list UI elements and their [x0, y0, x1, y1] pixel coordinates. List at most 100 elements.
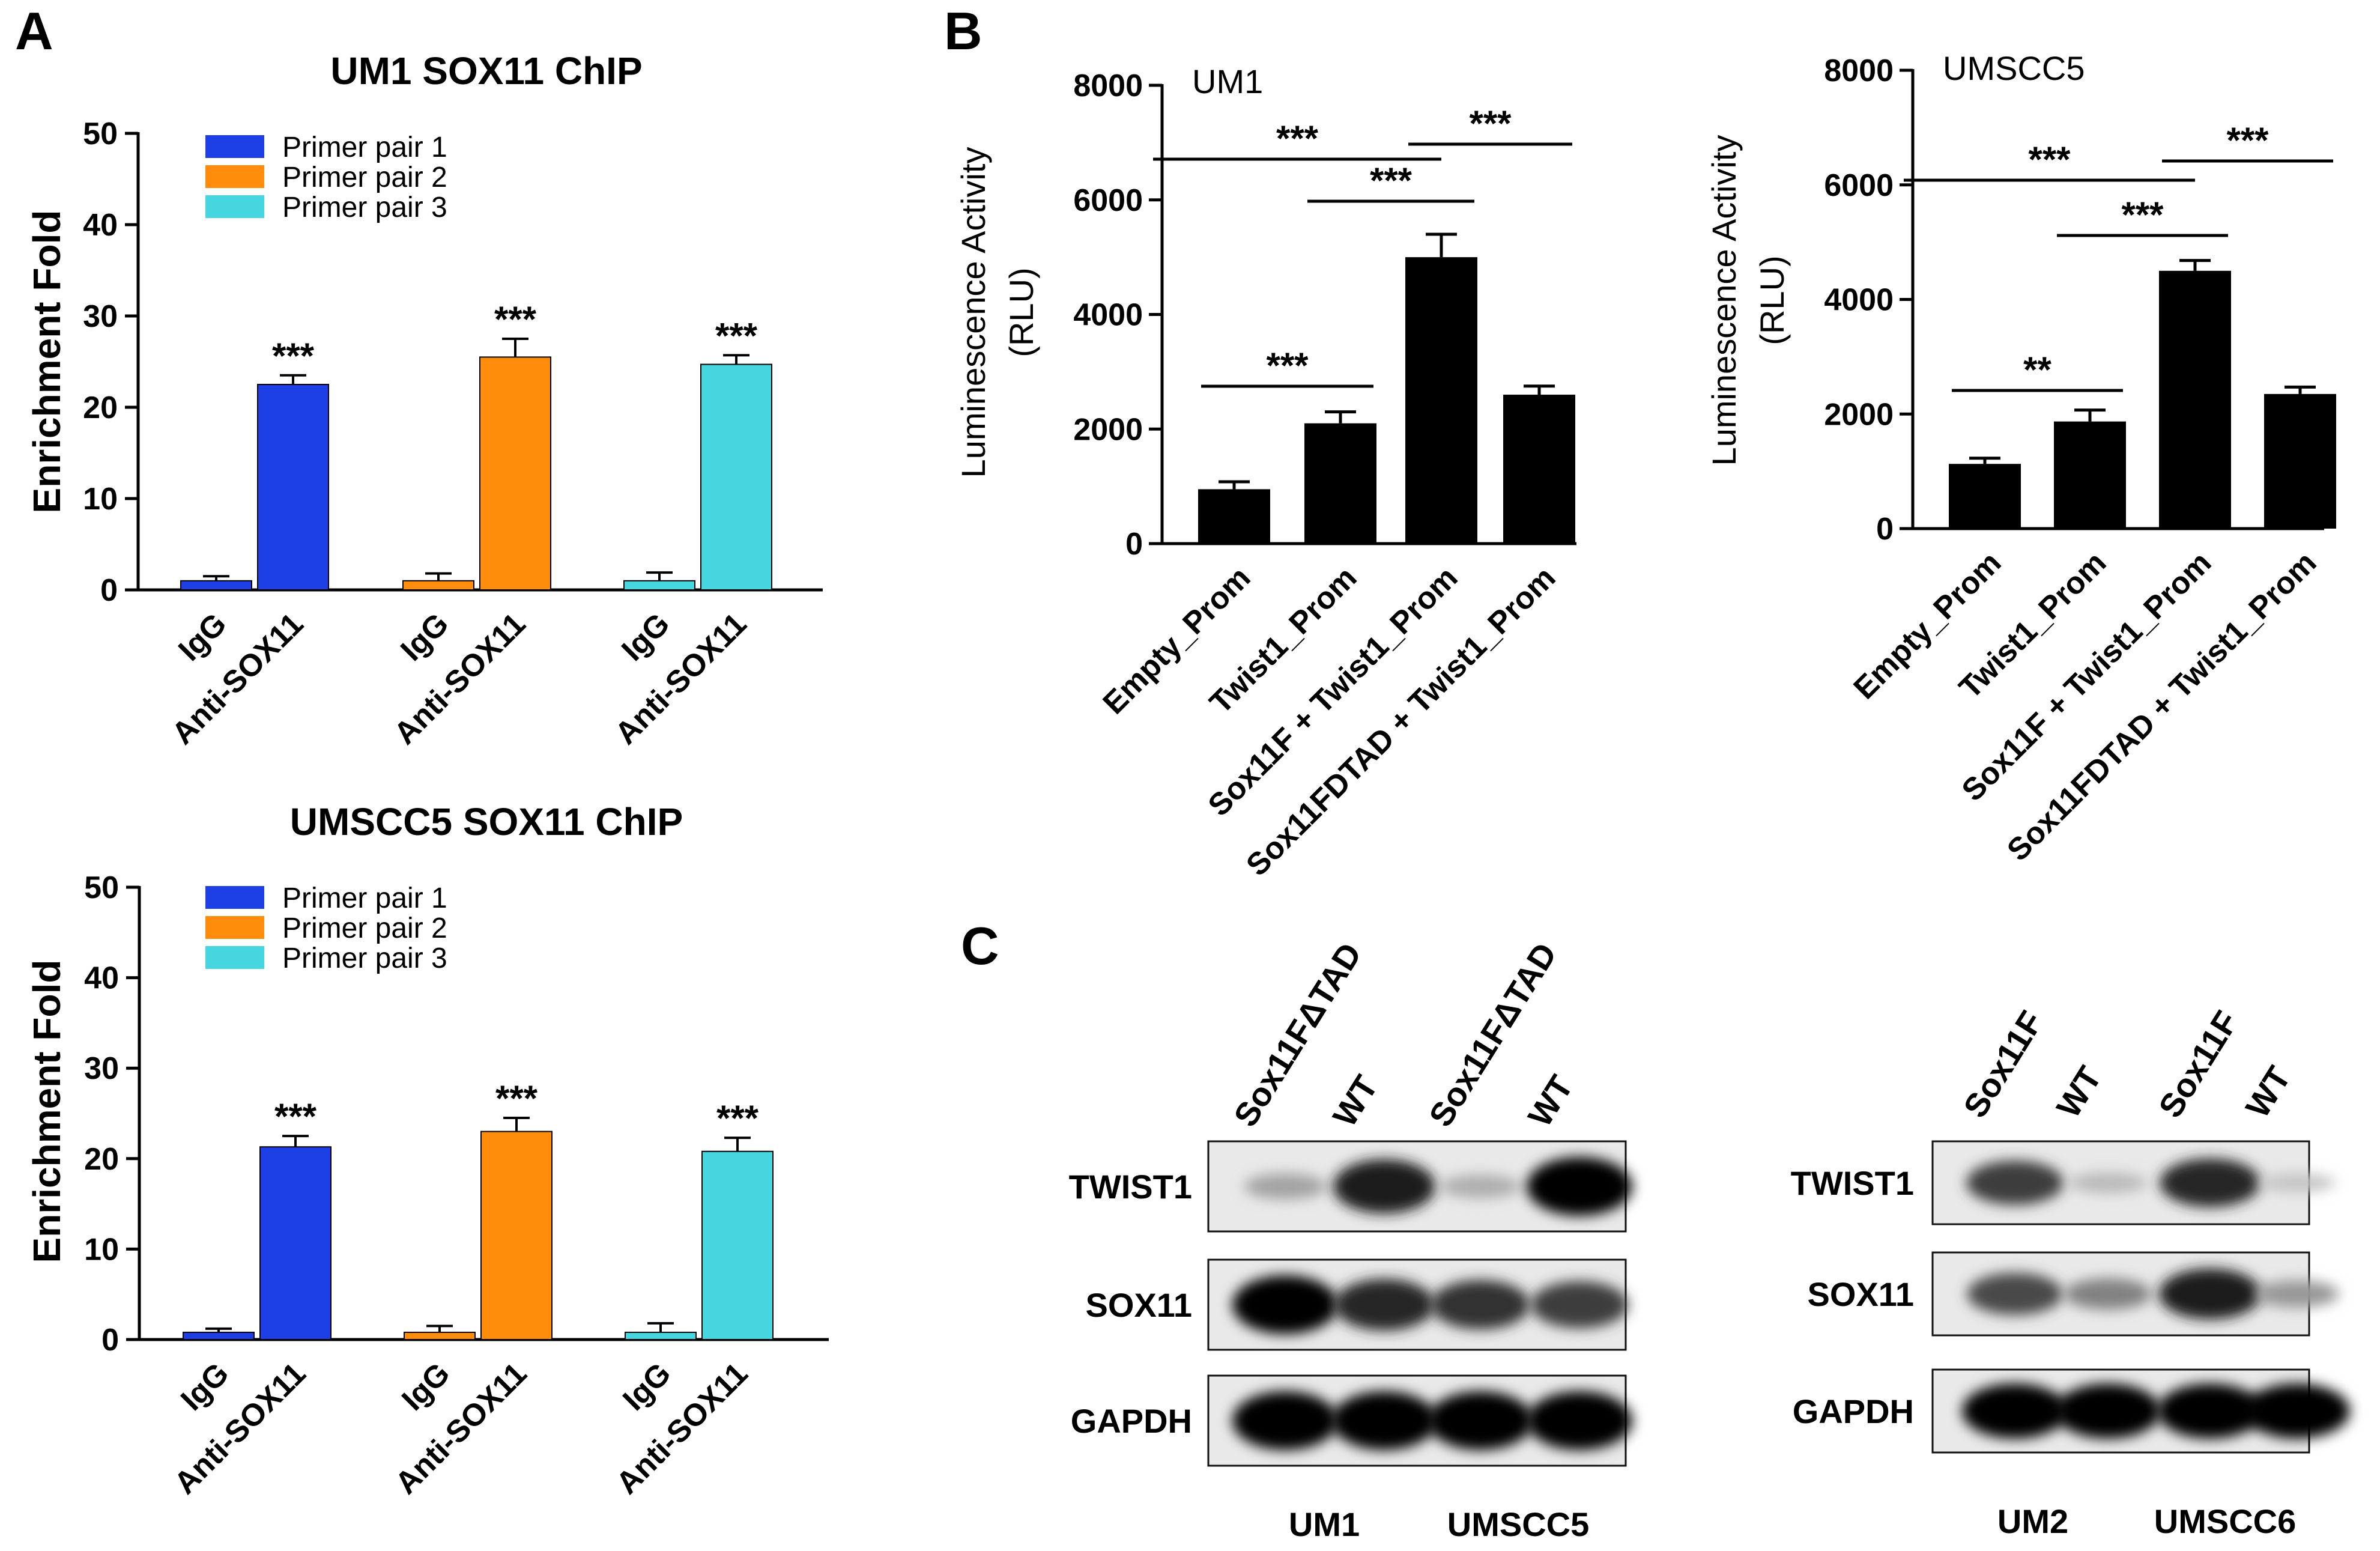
- chart-title: UM1 SOX11 ChIP: [330, 49, 642, 93]
- lane-label: Sox11F: [2151, 1004, 2245, 1125]
- y-tick-label: 20: [83, 390, 118, 425]
- y-axis-label-unit: (RLU): [1002, 267, 1040, 357]
- bar: [257, 384, 329, 590]
- blot-band: [1966, 1161, 2064, 1205]
- cell-line-label: UMSCC6: [2154, 1502, 2296, 1540]
- chip-chart-um1: UM1 SOX11 ChIP Enrichment Fold 0 10 20 30 40…: [25, 49, 823, 751]
- bar: [1405, 257, 1477, 544]
- blot-row-label: SOX11: [1086, 1286, 1192, 1324]
- y-tick-label: 8000: [1073, 68, 1143, 103]
- bar: [1304, 423, 1376, 544]
- bar: [2054, 421, 2126, 529]
- significance-label: ***: [1266, 345, 1309, 386]
- blot-band: [2244, 1383, 2350, 1439]
- blot-band: [1244, 1173, 1327, 1200]
- bar: [1503, 395, 1575, 544]
- y-tick-label: 40: [83, 208, 118, 243]
- bar: [2264, 393, 2336, 529]
- blot-band: [2258, 1173, 2336, 1192]
- blot-band: [1531, 1281, 1628, 1329]
- bar: [259, 1146, 332, 1341]
- legend-label: Primer pair 1: [282, 882, 447, 914]
- panel-letter-c: C: [961, 916, 999, 976]
- cell-line-label: UM2: [1997, 1502, 2068, 1540]
- lane-label: WT: [1521, 1069, 1581, 1133]
- legend-swatch: [205, 135, 264, 158]
- bar: [1198, 489, 1270, 544]
- blot-band: [1331, 1391, 1437, 1450]
- blot-band: [1962, 1383, 2068, 1439]
- luminescence-chart-um1: UM1 Luminescence Activity (RLU) 0 2000 400…: [954, 62, 1576, 883]
- blot-band: [1527, 1157, 1632, 1216]
- x-tick-label: IgG: [615, 606, 676, 667]
- lane-label: Sox11F: [1956, 1004, 2050, 1125]
- legend-swatch: [205, 195, 264, 218]
- lane-label: WT: [1325, 1069, 1385, 1133]
- blot-band: [2157, 1383, 2263, 1439]
- legend-label: Primer pair 3: [282, 192, 447, 223]
- significance-label: ***: [1469, 103, 1512, 144]
- y-tick-label: 6000: [1073, 183, 1143, 218]
- bar: [700, 363, 772, 590]
- significance-label: ***: [495, 1078, 538, 1118]
- legend-swatch: [205, 916, 264, 939]
- significance-label: ***: [1370, 160, 1413, 201]
- legend-label: Primer pair 2: [282, 162, 447, 193]
- bar: [183, 1331, 255, 1340]
- bar: [180, 580, 252, 590]
- significance-label: **: [2023, 350, 2051, 390]
- cell-line-label: UMSCC5: [1447, 1505, 1589, 1543]
- y-tick-label: 30: [83, 299, 118, 334]
- legend-swatch: [205, 946, 264, 969]
- bar: [623, 580, 695, 590]
- panel-letter-b: B: [944, 1, 983, 61]
- significance-label: ***: [272, 336, 315, 376]
- x-tick-label: IgG: [174, 1356, 235, 1417]
- blot-band: [2255, 1280, 2339, 1308]
- y-tick-label: 2000: [1824, 397, 1894, 432]
- significance-label: ***: [2028, 139, 2071, 180]
- blot-band: [1334, 1278, 1435, 1331]
- bar: [625, 1331, 697, 1340]
- blot-band: [1967, 1272, 2063, 1316]
- bar: [2159, 270, 2231, 529]
- panel-letter-a: A: [15, 1, 53, 61]
- blot-band: [1440, 1174, 1521, 1198]
- significance-label: ***: [2226, 120, 2269, 160]
- y-tick-label: 20: [84, 1142, 119, 1177]
- cell-line-label: UM1: [1289, 1505, 1360, 1543]
- blot-row-label: TWIST1: [1069, 1168, 1192, 1206]
- y-tick-label: 50: [83, 117, 118, 151]
- chip-chart-umscc5: UMSCC5 SOX11 ChIP Enrichment Fold 0 10 20 3…: [25, 800, 829, 1501]
- blot-band: [1527, 1391, 1632, 1450]
- y-axis-label-unit: (RLU): [1753, 255, 1791, 345]
- y-tick-label: 40: [84, 961, 119, 996]
- y-axis-label: Enrichment Fold: [25, 960, 68, 1263]
- blot-band: [2064, 1278, 2152, 1310]
- bar: [480, 1131, 553, 1340]
- y-tick-label: 6000: [1824, 168, 1894, 203]
- blot-row-label: GAPDH: [1793, 1392, 1914, 1430]
- blot-band: [1431, 1279, 1530, 1330]
- chart-title: UMSCC5 SOX11 ChIP: [290, 800, 683, 843]
- bar: [1949, 464, 2021, 529]
- significance-label: ***: [716, 1098, 759, 1138]
- y-tick-label: 10: [83, 482, 118, 517]
- blot-band: [1232, 1275, 1338, 1334]
- blot-band: [1428, 1391, 1533, 1450]
- x-tick-label: IgG: [394, 606, 455, 667]
- y-tick-label: 50: [84, 870, 119, 905]
- y-tick-label: 4000: [1073, 298, 1143, 333]
- lane-label: WT: [2049, 1060, 2109, 1124]
- blot-band: [1333, 1159, 1436, 1214]
- bar: [479, 356, 551, 591]
- y-tick-label: 0: [1876, 512, 1894, 547]
- luminescence-chart-umscc5: UMSCC5 Luminescence Activity (RLU) 0 2000…: [1705, 49, 2336, 868]
- y-tick-label: 0: [1125, 527, 1143, 562]
- blot-row-label: TWIST1: [1791, 1164, 1914, 1202]
- x-tick-label: IgG: [395, 1356, 456, 1417]
- significance-label: ***: [494, 299, 537, 339]
- significance-label: ***: [274, 1096, 317, 1137]
- blot-band: [2068, 1172, 2148, 1194]
